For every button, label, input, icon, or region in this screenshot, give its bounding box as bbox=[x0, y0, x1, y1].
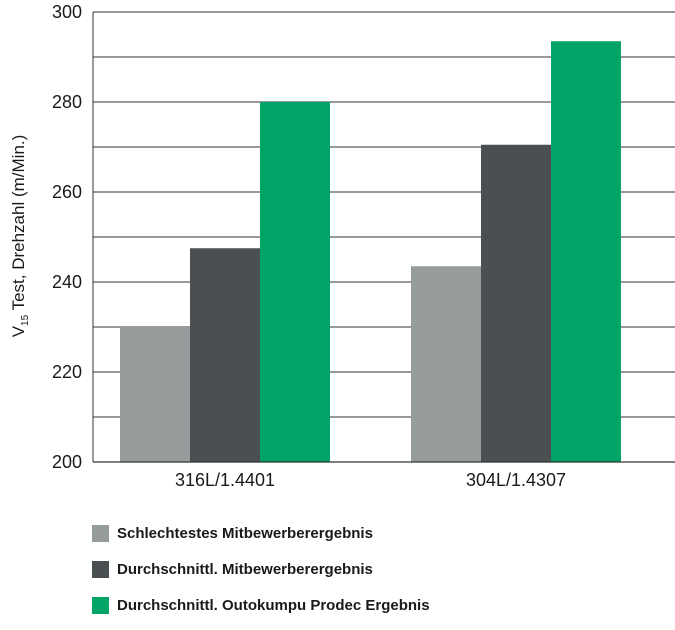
y-tick-label: 220 bbox=[52, 362, 82, 382]
legend-item-worst: Schlechtestes Mitbewerberergebnis bbox=[92, 522, 430, 544]
x-tick-label: 304L/1.4307 bbox=[466, 470, 566, 490]
y-axis-label-sub: 15 bbox=[20, 314, 31, 326]
bar bbox=[120, 327, 190, 462]
bar bbox=[551, 41, 621, 462]
legend-swatch bbox=[92, 560, 109, 578]
legend-item-average: Durchschnittl. Mitbewerberergebnis bbox=[92, 558, 430, 580]
y-axis-label-main: V bbox=[9, 325, 28, 337]
legend-label: Schlechtestes Mitbewerberergebnis bbox=[117, 524, 373, 542]
bar bbox=[260, 102, 330, 462]
x-tick-label: 316L/1.4401 bbox=[175, 470, 275, 490]
y-tick-label: 300 bbox=[52, 2, 82, 22]
legend-label: Durchschnittl. Outokumpu Prodec Ergebnis bbox=[117, 596, 430, 614]
chart: 200 220 240 260 280 300 316L/1.4401 304L/1.4307… bbox=[9, 2, 675, 614]
y-tick-label: 240 bbox=[52, 272, 82, 292]
y-tick-label: 200 bbox=[52, 452, 82, 472]
y-tick-label: 260 bbox=[52, 182, 82, 202]
bar bbox=[481, 144, 551, 462]
bar bbox=[411, 266, 481, 462]
legend-label: Durchschnittl. Mitbewerberergebnis bbox=[117, 560, 373, 578]
bars bbox=[120, 41, 621, 462]
y-tick-label: 280 bbox=[52, 92, 82, 112]
axes: 200 220 240 260 280 300 316L/1.4401 304L/1.4307 bbox=[52, 2, 675, 490]
legend-swatch bbox=[92, 524, 109, 542]
legend-item-outokumpu: Durchschnittl. Outokumpu Prodec Ergebnis bbox=[92, 594, 430, 616]
y-axis-label-rest: Test, Drehzahl (m/Min.) bbox=[9, 135, 28, 315]
legend: Schlechtestes Mitbewerberergebnis Durchs… bbox=[92, 522, 430, 630]
bar bbox=[190, 248, 260, 462]
y-axis-label: V15 Test, Drehzahl (m/Min.) bbox=[9, 135, 31, 338]
legend-swatch bbox=[92, 596, 109, 614]
bar-chart: 200 220 240 260 280 300 316L/1.4401 304L/1.4307… bbox=[9, 2, 675, 490]
